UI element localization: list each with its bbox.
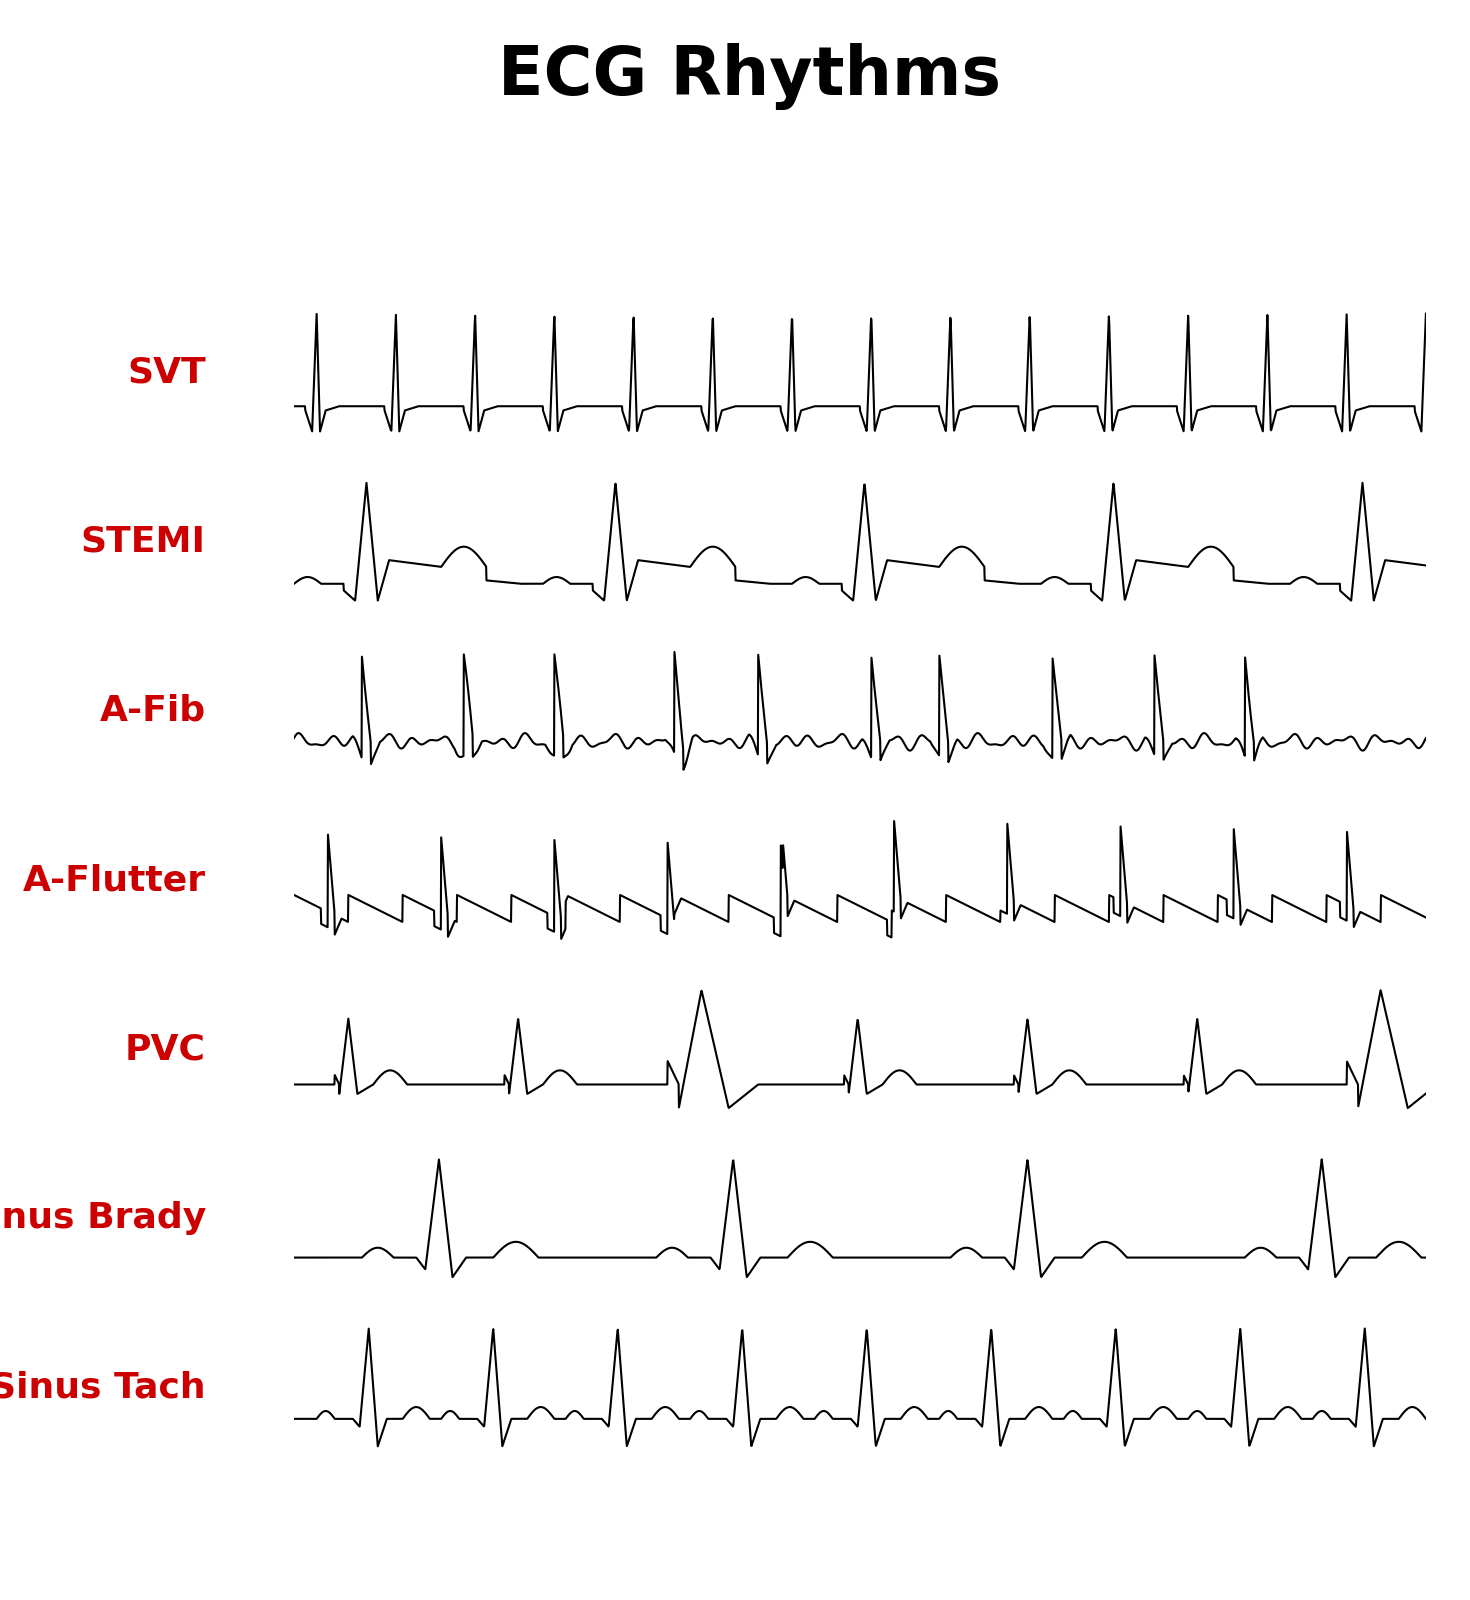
Text: STEMI: STEMI	[81, 525, 206, 558]
Text: A-Fib: A-Fib	[100, 694, 206, 728]
Text: ECG Rhythms: ECG Rhythms	[498, 43, 1001, 109]
Text: PVC: PVC	[125, 1032, 206, 1066]
Text: www.shutterstock.com: www.shutterstock.com	[1283, 1566, 1441, 1581]
Text: SVT: SVT	[126, 355, 206, 389]
Text: A-Flutter: A-Flutter	[22, 862, 206, 898]
Text: Sinus Tach: Sinus Tach	[0, 1371, 206, 1405]
Text: shutterstock·: shutterstock·	[29, 1541, 259, 1571]
Text: Sinus Brady: Sinus Brady	[0, 1202, 206, 1235]
Text: IMAGE ID 1727113870: IMAGE ID 1727113870	[1285, 1536, 1441, 1550]
